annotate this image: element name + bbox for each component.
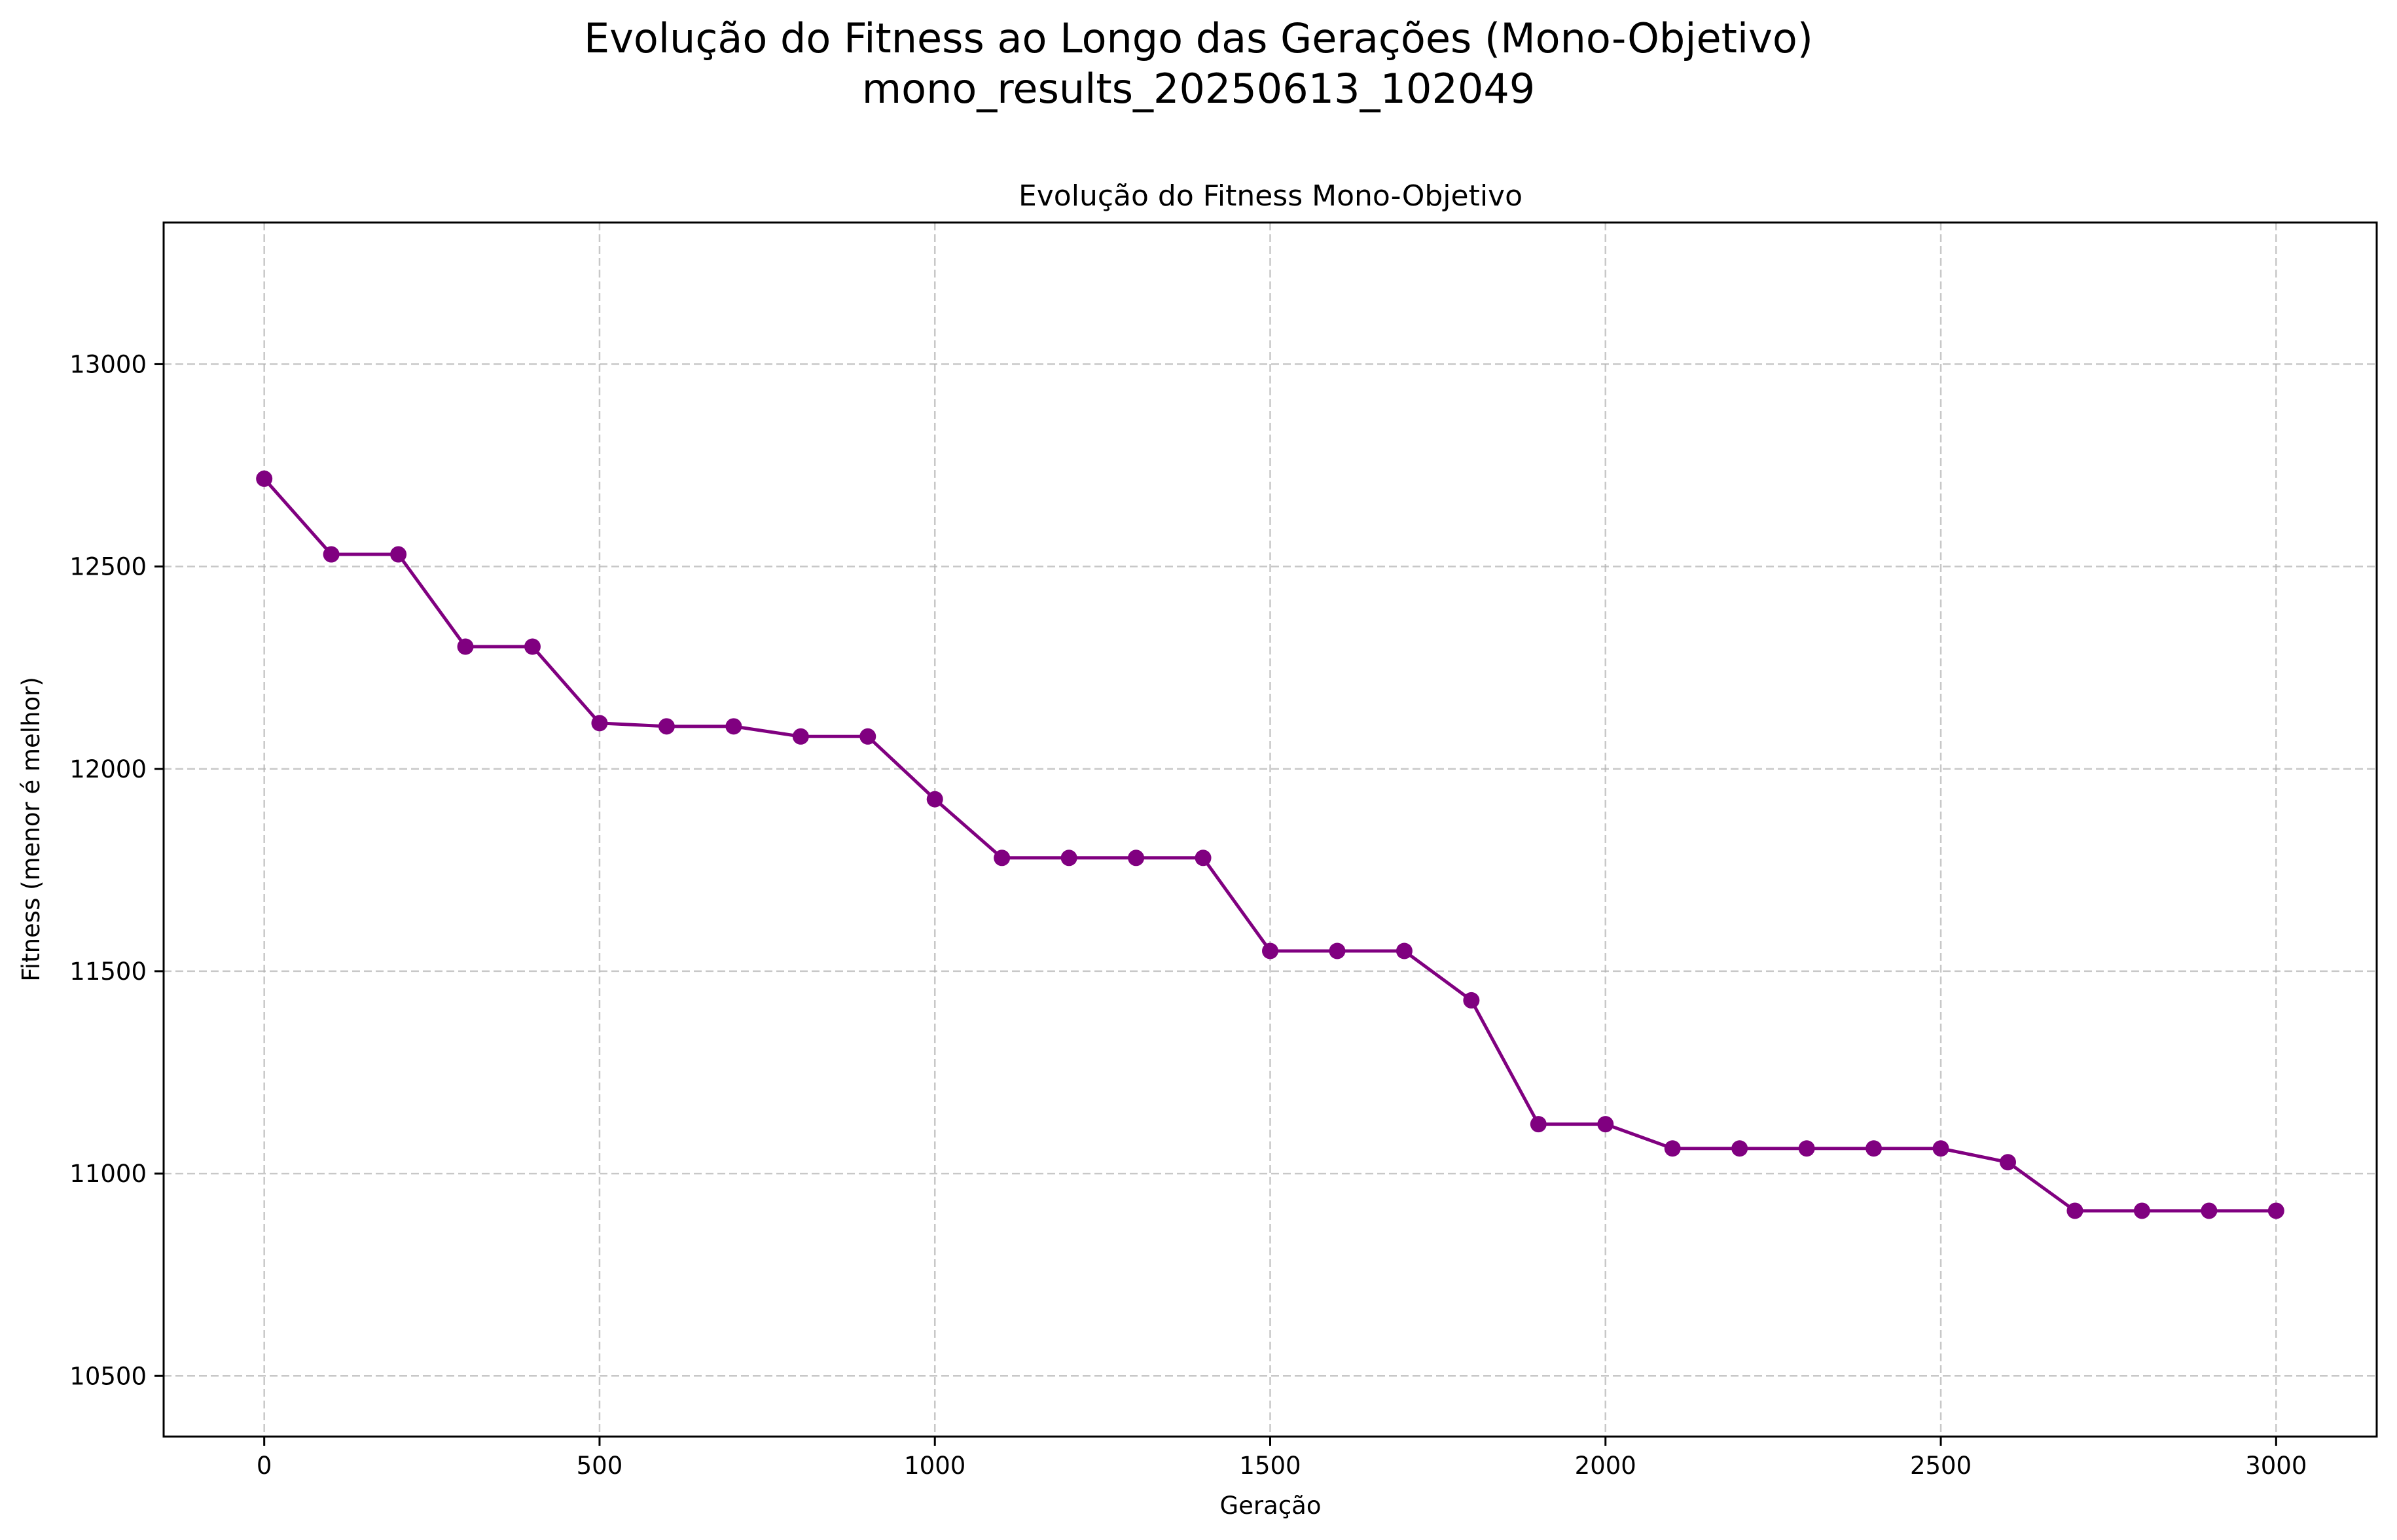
y-axis-label: Fitness (menor é melhor): [17, 677, 45, 982]
y-tick-label: 12500: [69, 553, 147, 581]
data-point: [591, 715, 608, 732]
data-point: [1597, 1116, 1614, 1133]
series-fitness: [256, 470, 2284, 1219]
data-point: [2267, 1202, 2284, 1219]
data-point: [256, 470, 273, 487]
data-point: [2000, 1154, 2016, 1171]
data-point: [1060, 850, 1077, 867]
data-point: [1932, 1140, 1949, 1157]
x-tick-label: 1000: [904, 1452, 965, 1480]
data-point: [2201, 1202, 2218, 1219]
data-point: [1798, 1140, 1815, 1157]
data-point: [994, 850, 1011, 867]
y-tick-label: 12000: [69, 755, 147, 783]
data-point: [1262, 942, 1278, 959]
data-point: [1128, 850, 1145, 867]
x-tick-label: 3000: [2245, 1452, 2307, 1480]
data-point: [926, 791, 943, 808]
y-tick-label: 11500: [69, 958, 147, 986]
y-tick-label: 10500: [69, 1362, 147, 1390]
y-tick-label: 13000: [69, 350, 147, 378]
y-tick-label: 11000: [69, 1160, 147, 1188]
axis-ticks: 0 500 1000 1500 2000 2500 3000 10500 11000 11500 1…: [69, 350, 2307, 1480]
data-point: [1396, 942, 1413, 959]
data-point: [1664, 1140, 1681, 1157]
x-tick-label: 2500: [1910, 1452, 1972, 1480]
chart-suptitle-line-1: Evolução do Fitness ao Longo das Geraçõe…: [584, 14, 1813, 62]
x-tick-label: 1500: [1239, 1452, 1301, 1480]
data-point: [2133, 1202, 2150, 1219]
data-point: [1530, 1116, 1547, 1133]
data-point: [859, 728, 876, 745]
x-tick-label: 2000: [1575, 1452, 1636, 1480]
data-point: [1463, 992, 1480, 1009]
chart-suptitle-line-2: mono_results_20250613_102049: [862, 65, 1536, 113]
x-tick-label: 0: [257, 1452, 272, 1480]
axes-title: Evolução do Fitness Mono-Objetivo: [1018, 179, 1523, 213]
data-point: [524, 638, 541, 655]
data-point: [792, 728, 809, 745]
data-point: [658, 718, 675, 735]
data-point: [1865, 1140, 1883, 1157]
data-point: [1195, 850, 1212, 867]
data-point: [390, 546, 407, 563]
data-point: [1329, 942, 1346, 959]
plot-area-frame: [162, 221, 2378, 1438]
data-point: [457, 638, 474, 655]
x-axis-label: Geração: [1220, 1492, 1322, 1520]
data-point: [2066, 1202, 2083, 1219]
gridlines: [164, 223, 2377, 1437]
data-point: [1731, 1140, 1748, 1157]
x-tick-label: 500: [577, 1452, 623, 1480]
data-point: [323, 546, 340, 563]
data-point: [725, 718, 742, 735]
